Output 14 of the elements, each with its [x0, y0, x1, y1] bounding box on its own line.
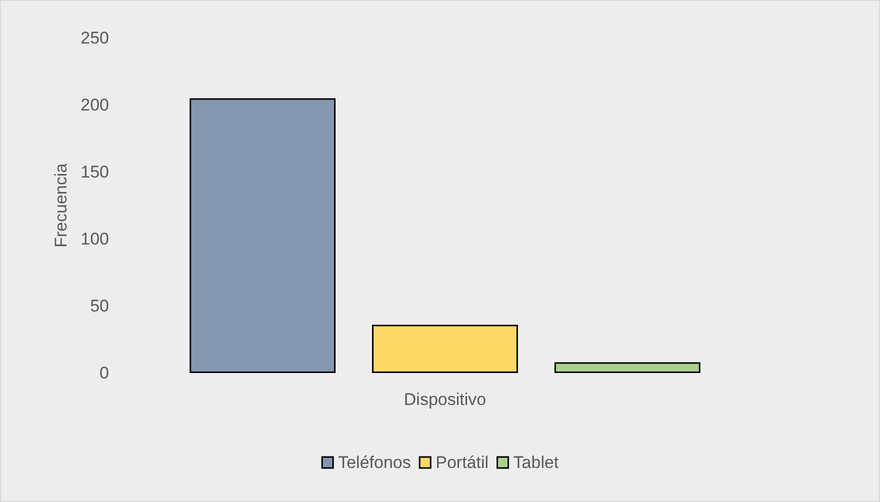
bar [372, 324, 518, 373]
y-tick-label: 250 [80, 28, 109, 48]
bar [554, 362, 700, 373]
bar [190, 98, 336, 373]
y-tick-label: 150 [80, 162, 109, 182]
y-tick-label: 200 [80, 96, 109, 114]
y-tick-label: 100 [80, 230, 109, 248]
x-axis-title: Dispositivo [404, 390, 486, 409]
y-axis-title: Frecuencia [52, 162, 71, 248]
legend-label: Portátil [436, 453, 489, 472]
legend-label: Teléfonos [338, 453, 411, 472]
y-tick-label: 50 [90, 296, 109, 316]
legend-label: Tablet [513, 453, 559, 472]
y-tick-label: 0 [100, 364, 109, 382]
